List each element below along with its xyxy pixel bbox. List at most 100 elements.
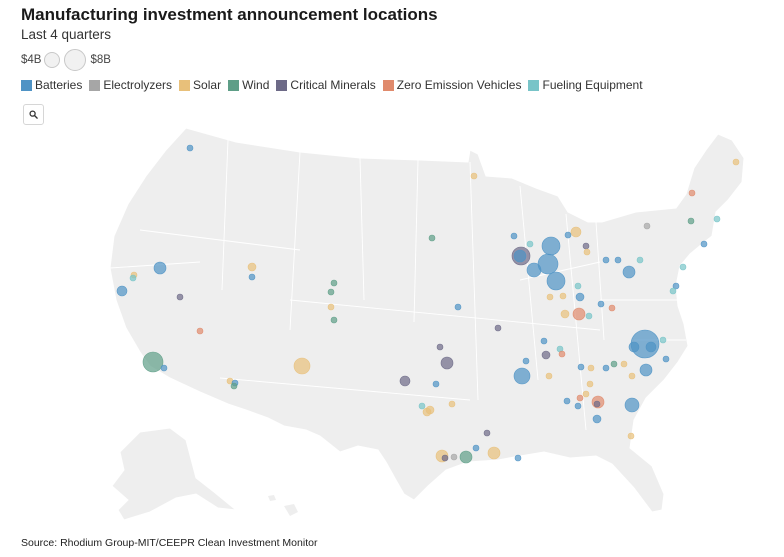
bubble-solar-37[interactable] — [546, 293, 554, 301]
bubble-solar-76[interactable] — [586, 380, 594, 388]
bubble-batteries-40[interactable] — [575, 292, 585, 302]
legend-item-solar[interactable]: Solar — [179, 78, 221, 92]
bubble-critical-minerals-50[interactable] — [436, 343, 444, 351]
bubble-wind-98[interactable] — [459, 450, 473, 464]
bubble-critical-minerals-96[interactable] — [441, 454, 449, 462]
bubble-fueling-24[interactable] — [679, 263, 687, 271]
bubble-batteries-57[interactable] — [645, 341, 657, 353]
bubble-batteries-20[interactable] — [602, 256, 610, 264]
bubble-zev-48[interactable] — [196, 327, 204, 335]
legend-item-critical-minerals[interactable]: Critical Minerals — [276, 78, 376, 92]
bubble-batteries-51[interactable] — [540, 337, 548, 345]
bubble-solar-38[interactable] — [559, 292, 567, 300]
legend-item-wind[interactable]: Wind — [228, 78, 269, 92]
bubble-zev-54[interactable] — [558, 350, 566, 358]
bubble-fueling-39[interactable] — [574, 282, 582, 290]
bubble-critical-minerals-31[interactable] — [176, 293, 184, 301]
bubble-batteries-85[interactable] — [624, 397, 640, 413]
bubble-solar-89[interactable] — [422, 407, 432, 417]
bubble-batteries-56[interactable] — [628, 341, 640, 353]
legend-item-fueling-equipment[interactable]: Fueling Equipment — [528, 78, 643, 92]
bubble-wind-4[interactable] — [687, 217, 695, 225]
legend-item-zev[interactable]: Zero Emission Vehicles — [382, 78, 521, 92]
bubble-zev-42[interactable] — [608, 304, 616, 312]
bubble-fueling-10[interactable] — [526, 240, 534, 248]
bubble-fueling-23[interactable] — [636, 256, 644, 264]
bubble-batteries-72[interactable] — [639, 363, 653, 377]
bubble-batteries-84[interactable] — [574, 402, 582, 410]
bubble-solar-86[interactable] — [448, 400, 456, 408]
bubble-critical-minerals-93[interactable] — [483, 429, 491, 437]
bubble-solar-12[interactable] — [570, 226, 582, 238]
bubble-wind-32[interactable] — [330, 279, 338, 287]
bubble-solar-2[interactable] — [732, 158, 740, 166]
bubble-batteries-25[interactable] — [153, 261, 167, 275]
bubble-batteries-11[interactable] — [541, 236, 561, 256]
bubble-zev-44[interactable] — [572, 307, 586, 321]
legend-item-batteries[interactable]: Batteries — [21, 78, 82, 92]
bubble-solar-99[interactable] — [487, 446, 501, 460]
bubble-wind-70[interactable] — [610, 360, 618, 368]
bubble-batteries-64[interactable] — [522, 357, 530, 365]
bubble-solar-43[interactable] — [560, 309, 570, 319]
bubble-critical-minerals-49[interactable] — [494, 324, 502, 332]
bubble-fueling-27[interactable] — [129, 274, 137, 282]
bubble-solar-19[interactable] — [583, 248, 591, 256]
bubble-wind-79[interactable] — [230, 382, 238, 390]
bubble-wind-35[interactable] — [330, 316, 338, 324]
bubble-wind-33[interactable] — [327, 288, 335, 296]
bubble-fueling-5[interactable] — [713, 215, 721, 223]
bubble-batteries-94[interactable] — [472, 444, 480, 452]
bubble-solar-80[interactable] — [582, 390, 590, 398]
bubble-fueling-47[interactable] — [669, 287, 677, 295]
bubble-solar-71[interactable] — [620, 360, 628, 368]
bubble-batteries-16[interactable] — [537, 253, 559, 275]
search-button[interactable] — [23, 104, 44, 125]
bubble-batteries-21[interactable] — [614, 256, 622, 264]
bubble-batteries-30[interactable] — [116, 285, 128, 297]
bubble-batteries-83[interactable] — [563, 397, 571, 405]
bubble-zev-3[interactable] — [688, 189, 696, 197]
bubble-solar-1[interactable] — [470, 172, 478, 180]
bubble-zev-90[interactable] — [576, 394, 584, 402]
bubble-batteries-59[interactable] — [662, 355, 670, 363]
bubble-batteries-36[interactable] — [454, 303, 462, 311]
bubble-fueling-45[interactable] — [585, 312, 593, 320]
bubble-batteries-17[interactable] — [546, 271, 566, 291]
bubble-batteries-75[interactable] — [432, 380, 440, 388]
bubble-batteries-67[interactable] — [577, 363, 585, 371]
bubble-batteries-61[interactable] — [160, 364, 168, 372]
bubble-batteries-46[interactable] — [672, 282, 680, 290]
bubble-solar-92[interactable] — [627, 432, 635, 440]
bubble-batteries-65[interactable] — [513, 367, 531, 385]
bubble-critical-minerals-52[interactable] — [541, 350, 551, 360]
bubble-critical-minerals-82[interactable] — [593, 400, 601, 408]
bubble-electrolyzers-7[interactable] — [643, 222, 651, 230]
bubble-solar-66[interactable] — [545, 372, 553, 380]
bubble-critical-minerals-62[interactable] — [440, 356, 454, 370]
bubble-batteries-41[interactable] — [597, 300, 605, 308]
bubble-electrolyzers-97[interactable] — [450, 453, 458, 461]
bubble-batteries-14[interactable] — [513, 249, 527, 263]
bubble-batteries-100[interactable] — [514, 454, 522, 462]
bubble-batteries-6[interactable] — [700, 240, 708, 248]
bubble-solar-28[interactable] — [247, 262, 257, 272]
bubble-fueling-58[interactable] — [659, 336, 667, 344]
bubble-batteries-91[interactable] — [592, 414, 602, 424]
bubble-batteries-69[interactable] — [602, 364, 610, 372]
bubble-batteries-101[interactable] — [564, 231, 572, 239]
bubble-solar-73[interactable] — [628, 372, 636, 380]
bubble-critical-minerals-74[interactable] — [399, 375, 411, 387]
bubble-wind-60[interactable] — [142, 351, 164, 373]
bubble-solar-68[interactable] — [587, 364, 595, 372]
legend-item-electrolyzers[interactable]: Electrolyzers — [89, 78, 172, 92]
bubble-fueling-87[interactable] — [418, 402, 426, 410]
bubble-solar-34[interactable] — [327, 303, 335, 311]
bubble-batteries-9[interactable] — [510, 232, 518, 240]
bubble-batteries-0[interactable] — [186, 144, 194, 152]
bubble-batteries-22[interactable] — [622, 265, 636, 279]
bubble-wind-8[interactable] — [428, 234, 436, 242]
bubble-solar-63[interactable] — [293, 357, 311, 375]
bubble-batteries-29[interactable] — [248, 273, 256, 281]
